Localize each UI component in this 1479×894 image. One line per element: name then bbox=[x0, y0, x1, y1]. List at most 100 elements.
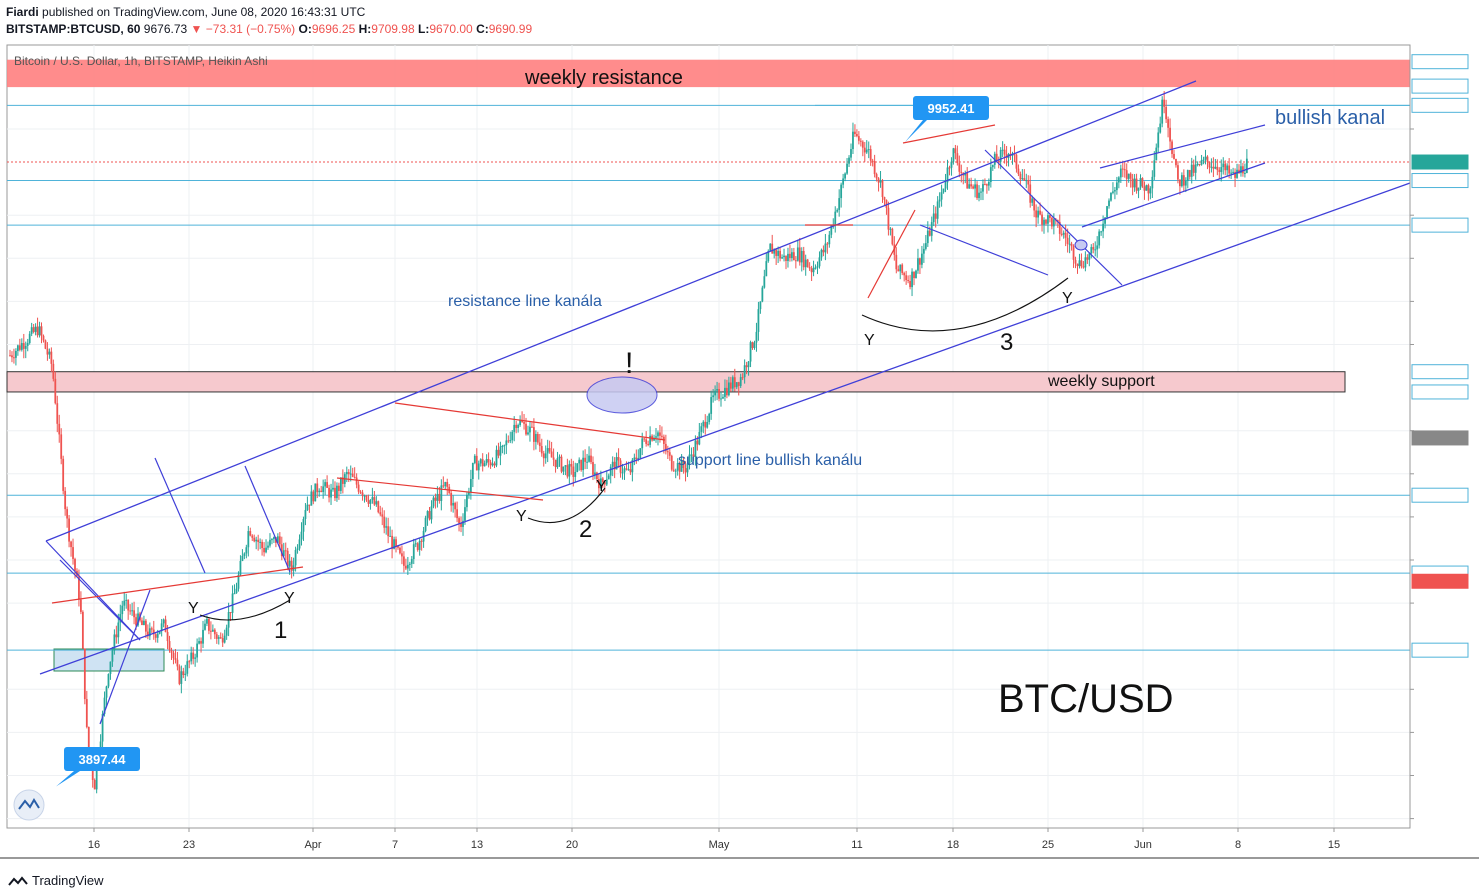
candle-body bbox=[1182, 175, 1185, 186]
candle-body bbox=[156, 633, 159, 638]
candle-body bbox=[844, 173, 846, 179]
candle-body bbox=[265, 547, 267, 553]
candle-body bbox=[471, 462, 474, 479]
candle-body bbox=[605, 479, 608, 485]
candle-body bbox=[1064, 232, 1067, 238]
candle-body bbox=[196, 643, 199, 658]
candle-body bbox=[64, 490, 67, 510]
candle-body bbox=[80, 599, 82, 612]
candle-body bbox=[22, 343, 25, 349]
candle-body bbox=[20, 343, 23, 350]
candle-body bbox=[1031, 198, 1034, 203]
candle-body bbox=[859, 140, 862, 142]
candle-body bbox=[745, 365, 748, 368]
candle-body bbox=[917, 258, 919, 271]
candle-body bbox=[611, 461, 614, 467]
candle-body bbox=[1127, 173, 1130, 179]
candle-body bbox=[310, 491, 313, 506]
price-label-box bbox=[1411, 154, 1469, 170]
candle-body bbox=[460, 523, 462, 527]
candle-body bbox=[452, 502, 455, 506]
candle-body bbox=[538, 442, 541, 447]
candle-body bbox=[854, 131, 856, 135]
candle-body bbox=[1145, 185, 1148, 191]
candle-body bbox=[899, 264, 902, 272]
candle-body bbox=[909, 281, 911, 288]
candle-body bbox=[336, 485, 338, 499]
resistance-line-label: resistance line kanála bbox=[448, 293, 602, 310]
candle-body bbox=[505, 440, 508, 446]
candle-body bbox=[641, 438, 644, 449]
candle-body bbox=[308, 504, 311, 506]
candle-body bbox=[970, 184, 973, 187]
candle-body bbox=[1214, 166, 1217, 169]
candle-body bbox=[1202, 159, 1205, 161]
candle-body bbox=[182, 671, 185, 676]
candle-body bbox=[735, 382, 738, 388]
candle-body bbox=[676, 463, 679, 471]
candle-body bbox=[991, 164, 994, 168]
candle-body bbox=[534, 434, 537, 442]
candle-body bbox=[253, 537, 256, 542]
candle-body bbox=[1220, 167, 1223, 173]
candle-body bbox=[507, 440, 510, 442]
candle-body bbox=[554, 459, 557, 468]
x-tick-label: 13 bbox=[471, 839, 483, 851]
candle-body bbox=[481, 459, 484, 467]
candle-body bbox=[529, 426, 531, 433]
candle-body bbox=[726, 387, 728, 396]
wave-number-2: 2 bbox=[579, 516, 592, 543]
tradingview-footer[interactable]: TradingView bbox=[8, 873, 104, 888]
candle-body bbox=[389, 535, 392, 537]
y-mark: Y bbox=[1062, 290, 1073, 307]
candle-body bbox=[615, 457, 618, 470]
high-label: H: bbox=[358, 22, 372, 36]
candle-body bbox=[985, 184, 988, 186]
candle-body bbox=[1143, 186, 1146, 191]
candle-body bbox=[288, 560, 291, 567]
candle-body bbox=[934, 213, 937, 219]
candle-body bbox=[999, 150, 1002, 162]
candle-body bbox=[694, 440, 697, 457]
candle-body bbox=[755, 331, 758, 343]
candle-body bbox=[81, 611, 84, 649]
candle-body bbox=[639, 448, 642, 458]
candle-body bbox=[680, 460, 683, 472]
candle-body bbox=[1242, 166, 1244, 174]
candle-body bbox=[1177, 165, 1179, 180]
candle-body bbox=[1050, 217, 1053, 227]
candle-body bbox=[219, 637, 222, 639]
candle-body bbox=[887, 207, 890, 230]
candle-body bbox=[1084, 257, 1087, 268]
candle-body bbox=[188, 661, 191, 663]
candle-body bbox=[1015, 154, 1018, 169]
candle-body bbox=[347, 472, 350, 475]
candle-body bbox=[401, 553, 403, 557]
candle-body bbox=[1062, 232, 1065, 235]
candle-body bbox=[950, 161, 953, 168]
candle-body bbox=[812, 267, 815, 273]
candle-body bbox=[200, 641, 202, 644]
candle-body bbox=[322, 486, 325, 493]
candle-body bbox=[536, 434, 539, 443]
candle-body bbox=[964, 172, 967, 176]
candle-body bbox=[379, 512, 382, 515]
candle-body bbox=[180, 671, 183, 684]
candle-body bbox=[1092, 247, 1095, 250]
candle-body bbox=[74, 558, 76, 571]
candle-body bbox=[290, 560, 293, 571]
symbol-big-label: BTC/USD bbox=[998, 677, 1174, 721]
candle-body bbox=[857, 136, 860, 141]
candle-body bbox=[241, 555, 244, 561]
candle-body bbox=[44, 340, 47, 349]
author-name[interactable]: Fiardi bbox=[6, 5, 39, 19]
price-label-box bbox=[1411, 642, 1469, 658]
candle-body bbox=[814, 267, 817, 269]
candle-body bbox=[32, 327, 35, 332]
candle-body bbox=[926, 230, 929, 244]
candle-body bbox=[30, 327, 33, 334]
price-label-box bbox=[1411, 364, 1469, 380]
candle-body bbox=[1114, 190, 1116, 192]
candle-body bbox=[1141, 178, 1144, 187]
